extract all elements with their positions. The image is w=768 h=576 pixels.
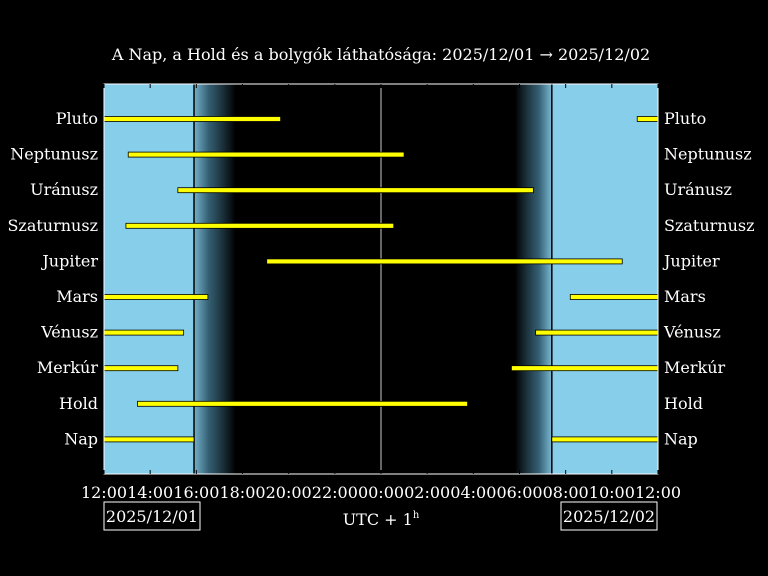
visibility-bar-4-0 [266, 258, 623, 265]
start-date-label: 2025/12/01 [106, 507, 198, 526]
y-label-right-4: Jupiter [662, 251, 720, 270]
visibility-bars [103, 116, 659, 443]
plot-background [104, 84, 658, 474]
y-label-right-6: Vénusz [663, 323, 721, 342]
y-axis-labels-left: Pluto Neptunusz Uránusz Szaturnusz Jupiter Ma… [7, 109, 98, 448]
day-region-start [104, 84, 195, 474]
y-label-left-6: Vénusz [40, 323, 98, 342]
y-label-right-2: Uránusz [664, 180, 732, 199]
twilight-dusk [194, 84, 236, 474]
x-tick-label-1: 14:00 [127, 483, 173, 502]
x-tick-label-0: 12:00 [81, 483, 127, 502]
x-axis-ticks: 12:00 14:00 16:00 18:00 20:00 22:00 00:00 02:00… [81, 84, 681, 502]
day-region-end [551, 84, 658, 474]
y-label-left-2: Uránusz [30, 180, 98, 199]
x-tick-label-9: 06:00 [496, 483, 542, 502]
x-tick-label-6: 00:00 [358, 483, 404, 502]
visibility-bar-0-1 [636, 116, 659, 122]
visibility-bar-6-0 [103, 329, 185, 336]
y-label-left-8: Hold [59, 394, 98, 413]
visibility-bar-5-1 [569, 294, 659, 300]
end-date-box [560, 501, 658, 531]
visibility-bar-0-0 [103, 116, 281, 122]
x-tick-label-7: 02:00 [404, 483, 450, 502]
y-label-left-7: Merkúr [37, 358, 99, 377]
y-label-right-0: Pluto [664, 109, 706, 128]
visibility-bar-7-0 [103, 365, 179, 372]
y-label-right-8: Hold [664, 394, 703, 413]
y-label-right-1: Neptunusz [664, 145, 752, 164]
x-tick-label-8: 04:00 [450, 483, 496, 502]
visibility-bar-8-0 [137, 400, 468, 407]
y-label-left-9: Nap [64, 429, 98, 448]
visibility-bar-2-0 [177, 187, 534, 194]
x-tick-label-5: 22:00 [312, 483, 358, 502]
start-date-box [103, 501, 201, 531]
visibility-bar-1-0 [127, 151, 405, 158]
y-label-left-1: Neptunusz [10, 145, 98, 164]
y-axis-labels-right: Pluto Neptunusz Uránusz Szaturnusz Jupiter Ma… [662, 109, 755, 448]
y-label-left-4: Jupiter [40, 251, 98, 270]
visibility-bar-3-0 [125, 222, 395, 229]
y-label-left-3: Szaturnusz [7, 216, 98, 235]
x-tick-label-3: 18:00 [219, 483, 265, 502]
x-tick-label-4: 20:00 [266, 483, 312, 502]
y-label-right-7: Merkúr [664, 358, 726, 377]
end-date-label: 2025/12/02 [563, 507, 655, 526]
y-label-left-0: Pluto [56, 109, 98, 128]
y-label-right-9: Nap [664, 429, 698, 448]
visibility-bar-5-0 [103, 294, 209, 300]
y-label-right-5: Mars [664, 287, 706, 306]
x-axis-label-main: UTC + 1 [343, 510, 413, 529]
x-tick-label-11: 10:00 [589, 483, 635, 502]
visibility-bar-6-1 [535, 329, 659, 336]
x-axis-label-superscript: h [413, 510, 420, 521]
y-label-left-5: Mars [56, 287, 98, 306]
chart-title: A Nap, a Hold és a bolygók láthatósága: … [111, 45, 650, 64]
visibility-bar-9-0 [103, 436, 195, 443]
x-tick-label-2: 16:00 [173, 483, 219, 502]
x-axis-label: UTC + 1h [343, 510, 420, 529]
x-tick-label-10: 08:00 [543, 483, 589, 502]
x-tick-label-12: 12:00 [635, 483, 681, 502]
twilight-dawn [514, 84, 552, 474]
visibility-bar-7-1 [511, 365, 659, 372]
visibility-bar-9-1 [551, 436, 659, 443]
y-label-right-3: Szaturnusz [664, 216, 755, 235]
